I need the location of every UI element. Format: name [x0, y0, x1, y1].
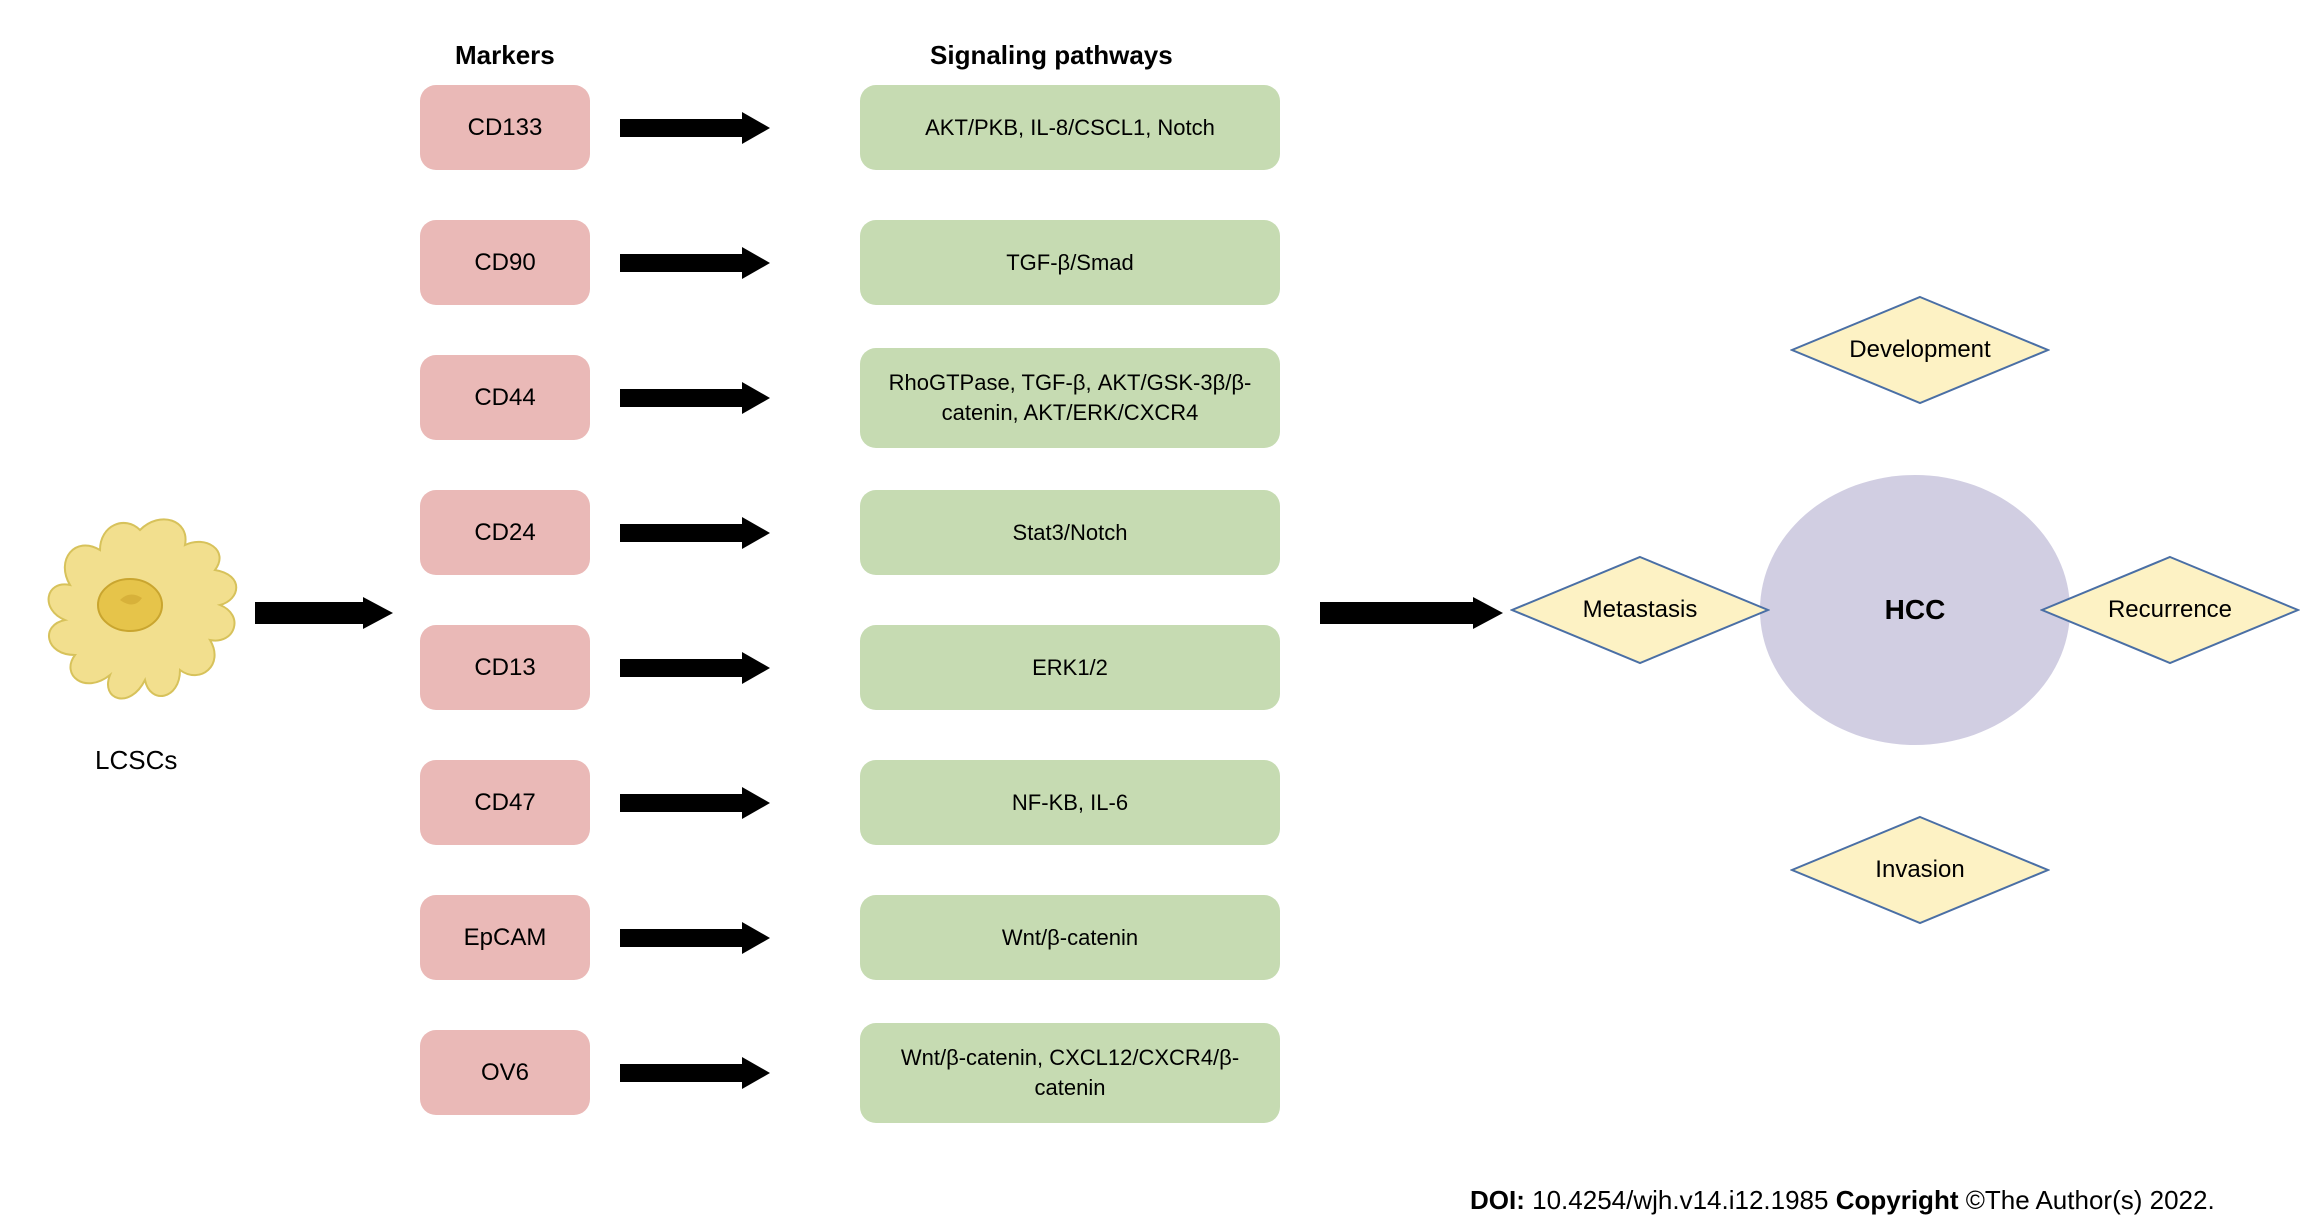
copyright-value: ©The Author(s) 2022. [1966, 1185, 2215, 1215]
arrow-head [742, 922, 770, 954]
arrow-marker-to-pathway [620, 524, 742, 542]
lcsc-cell-icon [30, 500, 250, 720]
arrow-head [742, 1057, 770, 1089]
marker-box: OV6 [420, 1030, 590, 1115]
marker-box: CD133 [420, 85, 590, 170]
pathway-box: Wnt/β-catenin, CXCL12/CXCR4/β-catenin [860, 1023, 1280, 1123]
marker-box: EpCAM [420, 895, 590, 980]
marker-box: CD47 [420, 760, 590, 845]
arrow-marker-to-pathway [620, 659, 742, 677]
pathways-header: Signaling pathways [930, 40, 1173, 71]
doi-value: 10.4254/wjh.v14.i12.1985 [1532, 1185, 1828, 1215]
diamond-label: Development [1849, 336, 1990, 364]
arrow-head-cell [363, 597, 393, 629]
pathway-box: NF-KB, IL-6 [860, 760, 1280, 845]
marker-box: CD44 [420, 355, 590, 440]
arrow-marker-to-pathway [620, 1064, 742, 1082]
arrow-head [742, 382, 770, 414]
outcome-diamond: Metastasis [1510, 555, 1770, 665]
marker-box: CD13 [420, 625, 590, 710]
arrow-head-hcc [1473, 597, 1503, 629]
doi-label: DOI: [1470, 1185, 1525, 1215]
pathway-box: Stat3/Notch [860, 490, 1280, 575]
arrow-marker-to-pathway [620, 119, 742, 137]
arrow-head [742, 247, 770, 279]
arrow-pathways-to-hcc [1320, 602, 1475, 624]
diamond-label: Recurrence [2108, 596, 2232, 624]
marker-box: CD90 [420, 220, 590, 305]
arrow-cell-to-markers [255, 602, 365, 624]
lcsc-label: LCSCs [95, 745, 177, 776]
pathway-box: RhoGTPase, TGF-β, AKT/GSK-3β/β-catenin, … [860, 348, 1280, 448]
arrow-head [742, 517, 770, 549]
arrow-marker-to-pathway [620, 389, 742, 407]
hcc-ellipse: HCC [1760, 475, 2070, 745]
pathway-box: ERK1/2 [860, 625, 1280, 710]
arrow-head [742, 652, 770, 684]
marker-box: CD24 [420, 490, 590, 575]
pathway-box: AKT/PKB, IL-8/CSCL1, Notch [860, 85, 1280, 170]
arrow-head [742, 112, 770, 144]
arrow-marker-to-pathway [620, 254, 742, 272]
arrow-marker-to-pathway [620, 929, 742, 947]
outcome-diamond: Development [1790, 295, 2050, 405]
outcome-diamond: Invasion [1790, 815, 2050, 925]
copyright-label: Copyright [1836, 1185, 1959, 1215]
diamond-label: Invasion [1875, 856, 1964, 884]
arrow-head [742, 787, 770, 819]
diamond-label: Metastasis [1583, 596, 1698, 624]
footer-citation: DOI: 10.4254/wjh.v14.i12.1985 Copyright … [1470, 1185, 2215, 1216]
pathway-box: Wnt/β-catenin [860, 895, 1280, 980]
outcome-diamond: Recurrence [2040, 555, 2300, 665]
arrow-marker-to-pathway [620, 794, 742, 812]
hcc-label: HCC [1885, 594, 1946, 626]
pathway-box: TGF-β/Smad [860, 220, 1280, 305]
markers-header: Markers [455, 40, 555, 71]
